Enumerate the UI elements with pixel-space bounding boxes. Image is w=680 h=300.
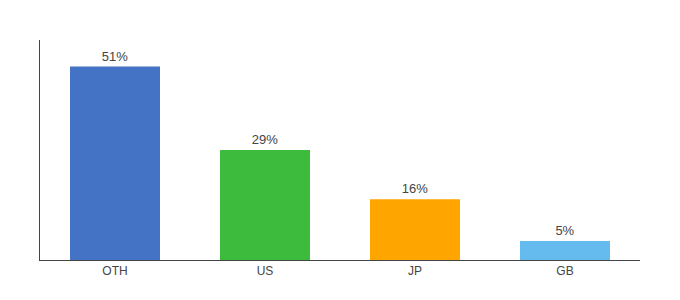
svg-text:16%: 16% (402, 181, 428, 196)
svg-text:OTH: OTH (102, 264, 127, 278)
svg-text:US: US (257, 264, 274, 278)
svg-text:JP: JP (408, 264, 422, 278)
svg-text:29%: 29% (252, 132, 278, 147)
svg-text:5%: 5% (555, 223, 574, 238)
svg-text:GB: GB (556, 264, 573, 278)
svg-text:51%: 51% (102, 49, 128, 64)
